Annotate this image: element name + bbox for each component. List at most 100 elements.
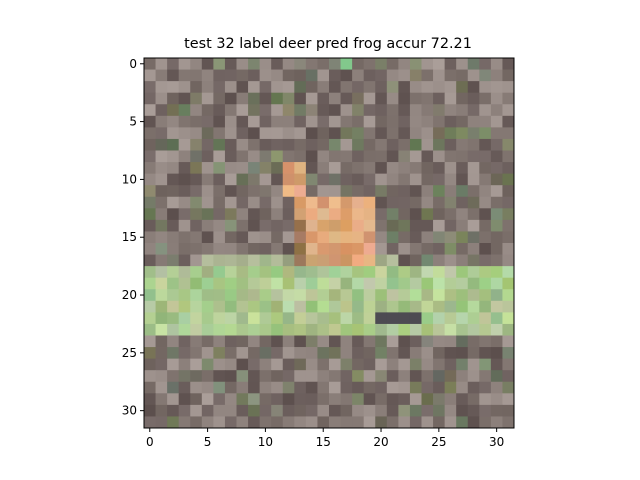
image-pixel [340, 173, 353, 186]
image-pixel [178, 277, 191, 290]
image-pixel [433, 381, 446, 394]
image-pixel [155, 104, 168, 117]
image-pixel [490, 277, 503, 290]
image-pixel [502, 104, 515, 117]
image-pixel [363, 277, 376, 290]
image-pixel [167, 300, 180, 313]
image-pixel [236, 335, 249, 348]
image-pixel [421, 115, 434, 128]
image-pixel [201, 289, 214, 302]
image-pixel [201, 254, 214, 267]
image-pixel [155, 266, 168, 279]
image-pixel [317, 173, 330, 186]
image-pixel [236, 312, 249, 325]
image-pixel [213, 312, 226, 325]
image-pixel [352, 196, 365, 209]
image-pixel [294, 81, 307, 94]
x-tick-label: 0 [146, 435, 154, 449]
image-pixel [167, 231, 180, 244]
image-pixel [456, 81, 469, 94]
image-pixel [294, 393, 307, 406]
image-pixel [352, 243, 365, 255]
image-pixel [363, 219, 376, 232]
image-pixel [340, 58, 353, 70]
image-pixel [467, 162, 480, 175]
image-pixel [375, 300, 388, 313]
image-pixel [167, 127, 180, 140]
image-pixel [467, 173, 480, 186]
image-pixel [167, 69, 180, 82]
image-pixel [213, 393, 226, 406]
image-pixel [144, 92, 156, 105]
image-pixel [248, 115, 261, 128]
image-pixel [329, 312, 341, 325]
image-pixel [167, 347, 180, 360]
image-pixel [201, 404, 214, 417]
image-pixel [190, 277, 203, 290]
image-pixel [305, 243, 318, 255]
image-pixel [155, 69, 168, 82]
image-pixel [144, 266, 156, 279]
image-pixel [259, 69, 272, 82]
image-pixel [317, 127, 330, 140]
image-pixel [190, 208, 203, 221]
image-pixel [305, 208, 318, 221]
image-pixel [294, 370, 307, 383]
image-pixel [375, 185, 388, 198]
image-pixel [190, 370, 203, 383]
image-pixel [294, 381, 307, 394]
image-pixel [271, 370, 284, 383]
image-pixel [409, 381, 422, 394]
image-pixel [490, 173, 503, 186]
image-pixel [236, 277, 249, 290]
image-pixel [167, 404, 180, 417]
image-pixel [421, 335, 434, 348]
image-pixel [224, 300, 237, 313]
image-pixel [479, 416, 492, 429]
image-pixel [224, 196, 237, 209]
image-pixel [259, 289, 272, 302]
image-pixel [444, 254, 457, 267]
image-pixel [224, 185, 237, 198]
image-pixel [409, 358, 422, 371]
image-pixel [433, 231, 446, 244]
image-pixel [386, 358, 399, 371]
image-pixel [398, 231, 411, 244]
image-pixel [479, 69, 492, 82]
image-pixel [305, 381, 318, 394]
image-pixel [236, 104, 249, 117]
image-pixel [467, 219, 480, 232]
image-pixel [352, 347, 365, 360]
image-pixel [201, 138, 214, 151]
image-pixel [352, 173, 365, 186]
image-pixel [213, 58, 226, 70]
image-pixel [502, 92, 515, 105]
image-pixel [201, 300, 214, 313]
image-pixel [317, 162, 330, 175]
image-pixel [444, 150, 457, 163]
image-pixel [213, 219, 226, 232]
image-pixel [456, 173, 469, 186]
image-pixel [375, 196, 388, 209]
image-pixel [155, 277, 168, 290]
image-pixel [305, 416, 318, 429]
image-pixel [375, 162, 388, 175]
x-tick-label: 30 [489, 435, 504, 449]
image-pixel [340, 115, 353, 128]
image-pixel [363, 208, 376, 221]
image-pixel [178, 58, 191, 70]
image-pixel [409, 138, 422, 151]
image-pixel [340, 277, 353, 290]
image-pixel [398, 115, 411, 128]
image-pixel [479, 289, 492, 302]
image-pixel [294, 312, 307, 325]
image-pixel [456, 104, 469, 117]
image-pixel [421, 416, 434, 429]
image-pixel [305, 323, 318, 336]
image-pixel [502, 416, 515, 429]
image-pixel [479, 115, 492, 128]
image-pixel [352, 254, 365, 267]
image-pixel [398, 185, 411, 198]
image-pixel [502, 58, 515, 70]
image-pixel [317, 196, 330, 209]
